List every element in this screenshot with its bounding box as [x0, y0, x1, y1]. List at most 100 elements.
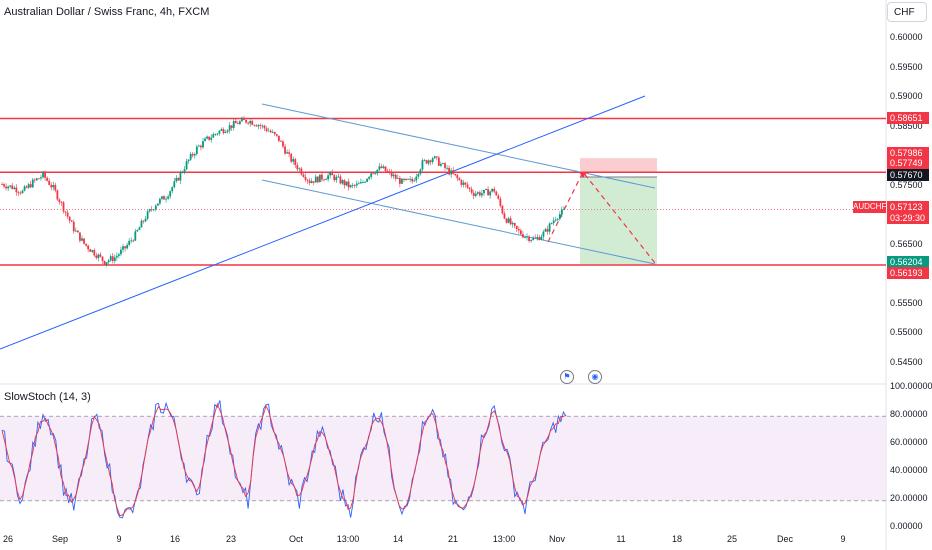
- time-tick: Dec: [776, 534, 794, 544]
- time-tick: 9: [840, 534, 846, 544]
- candle-body: [495, 191, 498, 196]
- rising-trendline: [0, 95, 646, 350]
- time-tick: 21: [447, 534, 459, 544]
- candle-body: [376, 169, 379, 174]
- candle-body: [95, 255, 98, 258]
- candle-body: [210, 137, 213, 140]
- candle-body: [197, 145, 200, 147]
- candle-body: [146, 211, 149, 219]
- candle-body: [7, 186, 10, 189]
- candle-body: [294, 159, 297, 166]
- oscillator-tick: 40.00000: [890, 465, 928, 475]
- candle-body: [464, 182, 467, 185]
- symbol-price-label: AUDCHF: [853, 201, 887, 213]
- candle-body: [68, 216, 71, 221]
- candle-body: [290, 153, 293, 162]
- candle-body: [167, 196, 170, 199]
- candle-body: [128, 240, 131, 245]
- time-tick: 9: [116, 534, 122, 544]
- candle-body: [556, 218, 559, 220]
- candle-body: [126, 244, 129, 249]
- candle-body: [312, 181, 315, 183]
- candle-body: [454, 173, 457, 176]
- time-tick: 18: [671, 534, 683, 544]
- candle-body: [353, 185, 356, 186]
- candle-body: [234, 121, 237, 124]
- candle-body: [255, 125, 258, 127]
- candle-body: [232, 121, 235, 128]
- candle-body: [370, 173, 373, 177]
- candle-body: [546, 229, 549, 232]
- candle-body: [513, 222, 516, 226]
- candle-body: [476, 192, 479, 194]
- candle-body: [13, 187, 16, 189]
- candle-body: [292, 159, 295, 162]
- candle-body: [5, 186, 8, 189]
- candle-body: [85, 243, 87, 246]
- candle-body: [316, 176, 319, 183]
- candle-body: [302, 174, 305, 177]
- channel-lower-line: [261, 179, 656, 265]
- candle-body: [27, 184, 30, 188]
- candle-body: [132, 240, 135, 242]
- candle-body: [72, 221, 75, 232]
- candle-body: [280, 140, 282, 142]
- candle-body: [251, 120, 254, 125]
- candle-body: [200, 145, 202, 148]
- candle-body: [115, 255, 118, 258]
- candle-body: [515, 225, 518, 230]
- candle-body: [169, 191, 172, 197]
- candle-body: [437, 157, 440, 166]
- globe-icon[interactable]: ◉: [588, 370, 602, 384]
- candle-body: [536, 237, 539, 239]
- candle-body: [38, 178, 40, 180]
- flag-icon[interactable]: ⚑: [560, 370, 574, 384]
- price-label: 0.56193: [887, 267, 929, 279]
- candle-body: [265, 128, 268, 131]
- candle-body: [273, 132, 276, 135]
- candle-body: [466, 184, 469, 188]
- candle-body: [218, 130, 221, 134]
- candle-body: [253, 124, 256, 126]
- candle-body: [552, 220, 555, 224]
- projection-path: [547, 170, 656, 264]
- price-tick: 0.55000: [890, 327, 923, 337]
- candle-body: [444, 163, 446, 168]
- candle-body: [87, 245, 90, 250]
- candle-body: [407, 178, 409, 180]
- oscillator-tick: 0.00000: [890, 521, 923, 531]
- candle-body: [415, 176, 418, 181]
- candle-body: [138, 227, 141, 230]
- candle-body: [544, 229, 547, 232]
- candle-body: [462, 182, 465, 185]
- time-tick: 25: [726, 534, 738, 544]
- candle-body: [442, 163, 444, 165]
- candle-body: [226, 130, 229, 132]
- candle-body: [173, 181, 176, 188]
- candle-body: [154, 205, 157, 210]
- candle-body: [1, 184, 3, 185]
- candle-body: [382, 166, 385, 168]
- candle-body: [152, 209, 155, 211]
- candle-body: [165, 198, 167, 200]
- candle-body: [277, 135, 280, 141]
- candle-body: [109, 256, 112, 261]
- candle-body: [355, 183, 358, 186]
- candle-body: [478, 192, 481, 196]
- candle-body: [161, 196, 163, 199]
- candle-body: [267, 130, 270, 132]
- candle-body: [308, 180, 311, 183]
- candle-body: [83, 238, 85, 244]
- candle-body: [329, 171, 332, 176]
- candle-body: [298, 168, 301, 170]
- candle-body: [222, 129, 225, 133]
- candle-body: [247, 122, 250, 124]
- candle-body: [448, 167, 450, 175]
- price-tick: 0.54500: [890, 356, 923, 367]
- projection-marker: [579, 172, 587, 178]
- candle-body: [286, 152, 288, 154]
- currency-selector-button[interactable]: CHF: [887, 2, 927, 22]
- candle-body: [384, 166, 387, 171]
- candle-body: [148, 209, 151, 212]
